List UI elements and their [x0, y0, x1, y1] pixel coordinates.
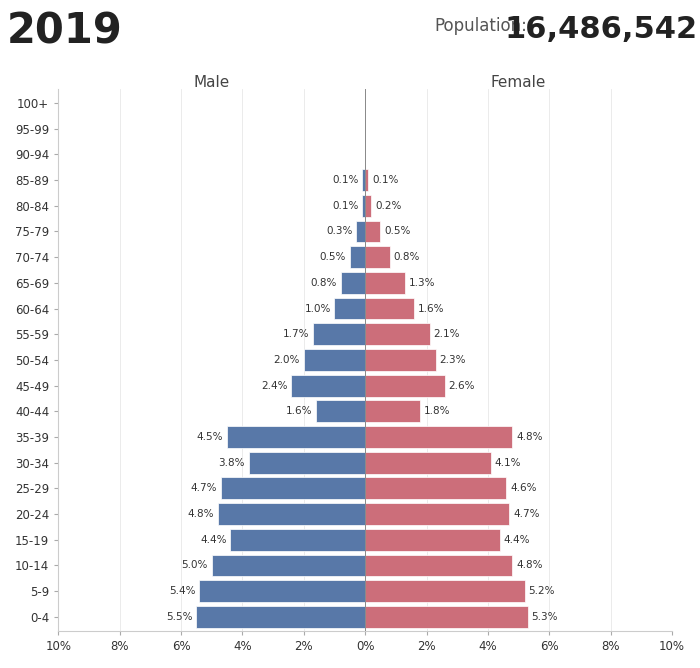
- Text: 0.1%: 0.1%: [332, 201, 358, 211]
- Text: 2.4%: 2.4%: [261, 381, 288, 391]
- Text: 2.6%: 2.6%: [449, 381, 475, 391]
- Bar: [365, 400, 421, 422]
- Bar: [365, 606, 528, 628]
- Bar: [291, 375, 365, 397]
- Text: 0.1%: 0.1%: [372, 175, 398, 185]
- Bar: [365, 580, 525, 602]
- Text: 4.4%: 4.4%: [504, 535, 531, 545]
- Text: Male: Male: [194, 75, 230, 90]
- Bar: [362, 169, 365, 191]
- Bar: [365, 195, 371, 216]
- Text: 2.3%: 2.3%: [440, 355, 466, 365]
- Bar: [362, 195, 365, 216]
- Text: 0.8%: 0.8%: [393, 253, 420, 262]
- Text: 16,486,542: 16,486,542: [504, 15, 697, 43]
- Text: 1.7%: 1.7%: [283, 329, 309, 339]
- Bar: [197, 606, 365, 628]
- Text: 1.3%: 1.3%: [409, 278, 435, 288]
- Bar: [218, 503, 365, 525]
- Bar: [365, 220, 381, 242]
- Bar: [365, 272, 405, 294]
- Bar: [365, 478, 506, 499]
- Text: 2.0%: 2.0%: [274, 355, 300, 365]
- Text: 4.5%: 4.5%: [197, 432, 223, 442]
- Text: 4.4%: 4.4%: [200, 535, 226, 545]
- Bar: [304, 349, 365, 371]
- Bar: [199, 580, 365, 602]
- Text: 1.8%: 1.8%: [424, 406, 451, 416]
- Text: 0.3%: 0.3%: [326, 226, 352, 236]
- Text: 0.5%: 0.5%: [320, 253, 346, 262]
- Text: 2019: 2019: [7, 10, 122, 52]
- Bar: [365, 375, 445, 397]
- Text: 4.8%: 4.8%: [516, 432, 542, 442]
- Bar: [335, 298, 365, 319]
- Text: 4.8%: 4.8%: [516, 560, 542, 570]
- Text: 5.3%: 5.3%: [531, 612, 558, 622]
- Text: 0.2%: 0.2%: [375, 201, 401, 211]
- Text: 1.6%: 1.6%: [418, 303, 444, 313]
- Bar: [365, 529, 500, 550]
- Bar: [350, 246, 365, 268]
- Bar: [316, 400, 365, 422]
- Text: 4.6%: 4.6%: [510, 484, 536, 494]
- Text: 4.7%: 4.7%: [513, 509, 540, 519]
- Bar: [365, 169, 368, 191]
- Bar: [227, 426, 365, 448]
- Bar: [365, 323, 430, 345]
- Text: 4.8%: 4.8%: [188, 509, 214, 519]
- Text: 0.8%: 0.8%: [311, 278, 337, 288]
- Bar: [365, 246, 390, 268]
- Text: 5.0%: 5.0%: [182, 560, 208, 570]
- Bar: [365, 452, 491, 474]
- Text: 0.1%: 0.1%: [332, 175, 358, 185]
- Text: 3.8%: 3.8%: [218, 458, 245, 468]
- Bar: [230, 529, 365, 550]
- Bar: [365, 426, 512, 448]
- Bar: [221, 478, 365, 499]
- Text: Population:: Population:: [434, 17, 527, 35]
- Bar: [365, 554, 512, 576]
- Bar: [313, 323, 365, 345]
- Bar: [356, 220, 365, 242]
- Bar: [365, 349, 435, 371]
- Text: 2.1%: 2.1%: [433, 329, 460, 339]
- Text: 5.4%: 5.4%: [169, 586, 196, 596]
- Text: 0.5%: 0.5%: [384, 226, 410, 236]
- Text: 1.0%: 1.0%: [304, 303, 331, 313]
- Bar: [248, 452, 365, 474]
- Text: 5.2%: 5.2%: [528, 586, 555, 596]
- Text: 1.6%: 1.6%: [286, 406, 312, 416]
- Bar: [341, 272, 365, 294]
- Bar: [211, 554, 365, 576]
- Text: 5.5%: 5.5%: [166, 612, 193, 622]
- Text: 4.1%: 4.1%: [495, 458, 521, 468]
- Bar: [365, 298, 414, 319]
- Text: 4.7%: 4.7%: [190, 484, 217, 494]
- Bar: [365, 503, 510, 525]
- Text: Female: Female: [491, 75, 546, 90]
